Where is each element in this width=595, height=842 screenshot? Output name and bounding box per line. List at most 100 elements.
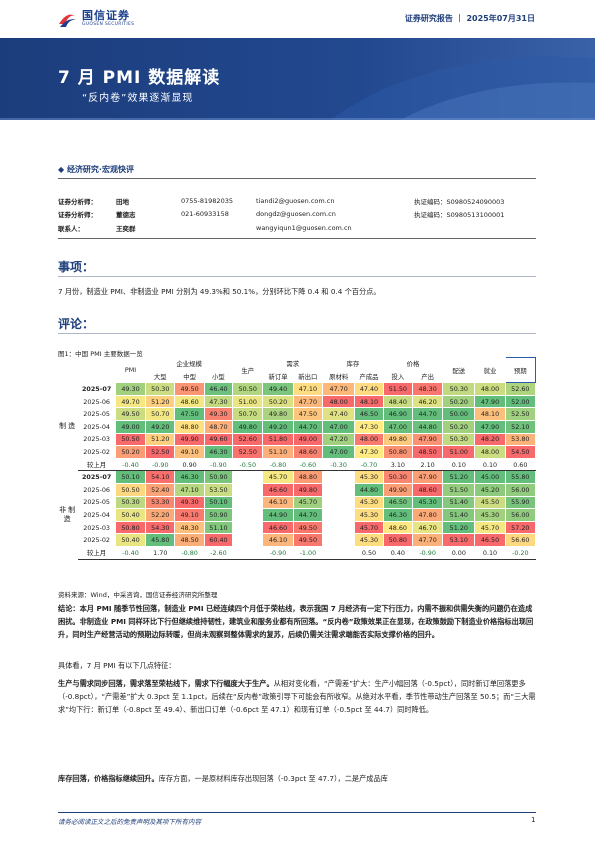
table-cell — [232, 508, 264, 522]
table-cell: 50.10 — [114, 470, 147, 484]
table-cell: 46.90 — [382, 407, 414, 421]
table-cell: 50.30 — [145, 382, 176, 396]
divider — [58, 333, 536, 334]
row-label: 2025-03 — [77, 432, 116, 447]
comment-heading: 评论： — [58, 317, 95, 331]
table-cell: 44.70 — [411, 407, 444, 421]
table-header: 配送 — [442, 356, 476, 384]
table-cell: 48.60 — [174, 394, 205, 409]
title-banner: 7 月 PMI 数据解读 “反内卷”效果逐渐显现 — [0, 38, 595, 120]
table-cell: 48.60 — [382, 520, 414, 535]
report-type-date: 证券研究报告 ｜ 2025年07月31日 — [404, 14, 535, 23]
table-cell: 52.00 — [504, 394, 537, 409]
change-cell: -0.90 — [145, 457, 176, 472]
analyst-email: tiandi2@guosen.com.cn — [256, 196, 335, 205]
analyst-phone: 0755-81982035 — [181, 196, 233, 205]
analyst-name: 董德志 — [116, 211, 136, 220]
table-cell: 45.70 — [292, 495, 324, 510]
table-cell: 51.80 — [262, 432, 294, 447]
table-cell: 45.30 — [354, 508, 384, 522]
table-cell: 52.60 — [232, 432, 264, 447]
table-cell: 46.30 — [174, 470, 205, 484]
analyst-name: 田地 — [116, 197, 129, 206]
table-cell — [232, 495, 264, 510]
table-cell: 47.10 — [174, 482, 205, 497]
change-cell: 2.10 — [411, 457, 444, 472]
table-cell: 47.10 — [292, 382, 324, 396]
table-row: 制造 2025-07 49.30 50.30 49.50 46.40 50.50 49.40 4… — [57, 382, 537, 472]
table-cell: 51.40 — [442, 508, 476, 522]
change-cell: -0.40 — [114, 545, 147, 560]
divider — [58, 276, 536, 277]
table-header: 预期 — [504, 356, 537, 384]
change-cell: -0.40 — [114, 457, 147, 472]
table-cell: 49.50 — [292, 520, 324, 535]
change-cell: 0.40 — [382, 545, 414, 560]
change-cell: 0.10 — [442, 457, 476, 472]
table-cell: 50.90 — [203, 470, 234, 484]
table-cell: 48.40 — [382, 394, 414, 409]
table-cell: 49.80 — [232, 419, 264, 434]
report-subtitle: “反内卷”效果逐渐显现 — [82, 93, 194, 104]
row-label: 较上月 — [77, 457, 116, 472]
banner-decoration — [0, 56, 595, 120]
table-subheader: 产成品 — [354, 369, 384, 384]
change-cell: -0.20 — [504, 545, 537, 560]
table-cell: 52.60 — [504, 382, 537, 396]
table-cell: 49.90 — [174, 432, 205, 447]
table-cell: 47.90 — [411, 470, 444, 484]
table-cell: 52.50 — [232, 445, 264, 459]
table-cell: 44.90 — [262, 508, 294, 522]
table-row: 2025-03 50.80 54.30 48.30 51.10 46.60 49.50 45.… — [59, 520, 537, 535]
table-cell: 51.10 — [203, 520, 234, 535]
change-cell: -0.90 — [411, 545, 444, 560]
analyst-role: 证券分析师： — [58, 197, 97, 206]
table-cell: 47.00 — [322, 419, 356, 434]
table-cell: 51.00 — [232, 394, 264, 409]
analyst-role: 证券分析师： — [58, 211, 97, 220]
table-cell: 52.50 — [145, 445, 176, 459]
table-cell: 46.70 — [411, 520, 444, 535]
table-row: 2025-04 50.40 52.20 49.10 50.90 44.90 44.70 45.… — [59, 508, 537, 522]
table-cell — [322, 533, 356, 547]
table-cell: 48.60 — [411, 482, 444, 497]
change-cell: -0.90 — [262, 545, 294, 560]
table-cell: 48.80 — [174, 419, 205, 434]
table-subheader: 大型 — [145, 369, 176, 384]
divider — [58, 238, 536, 239]
change-cell: 0.90 — [174, 457, 205, 472]
footer-divider — [58, 812, 536, 813]
table-cell: 56.00 — [504, 482, 537, 497]
row-label: 2025-06 — [77, 482, 116, 497]
table-cell: 48.50 — [411, 445, 444, 459]
change-cell: -0.80 — [174, 545, 205, 560]
table-cell: 53.80 — [504, 432, 537, 447]
row-label: 较上月 — [77, 545, 116, 560]
table-cell: 50.30 — [382, 470, 414, 484]
table-cell: 46.40 — [203, 382, 234, 396]
table-cell: 51.20 — [442, 470, 476, 484]
table-row: 2025-05 49.50 50.70 47.50 49.30 50.70 49.80 47.… — [59, 407, 537, 421]
table-row: 2025-02 50.20 52.50 49.10 46.30 52.50 51.10 48.… — [59, 445, 537, 459]
table-cell: 53.30 — [145, 495, 176, 510]
table-cell: 45.30 — [354, 470, 384, 484]
table-subheader: 新出口 — [292, 369, 324, 384]
table-header: 需求 — [262, 357, 324, 371]
table-cell: 49.30 — [203, 407, 234, 421]
change-cell: -2.60 — [203, 545, 234, 560]
table-cell — [322, 520, 356, 535]
table-cell: 48.00 — [474, 382, 506, 396]
table-cell: 50.20 — [442, 419, 476, 434]
table-cell: 50.80 — [382, 445, 414, 459]
event-heading: 事项： — [58, 260, 95, 274]
table-cell: 44.80 — [354, 482, 384, 497]
table-cell: 50.30 — [442, 432, 476, 447]
conclusion-text: 结论：本月 PMI 随季节性回落，制造业 PMI 已经连续四个月低于荣枯线，表示… — [58, 604, 534, 639]
table-row: 2025-05 50.30 53.30 49.30 50.10 46.10 45.70 45.… — [59, 495, 537, 510]
table-cell: 55.80 — [504, 470, 537, 484]
table-row: 2025-06 49.70 51.20 48.60 47.30 51.00 50.20 47.… — [59, 394, 537, 409]
row-label: 2025-07 — [77, 470, 116, 484]
row-label: 2025-04 — [77, 508, 116, 522]
change-cell: -0.50 — [232, 457, 264, 472]
table-subheader: 原材料 — [322, 369, 356, 384]
